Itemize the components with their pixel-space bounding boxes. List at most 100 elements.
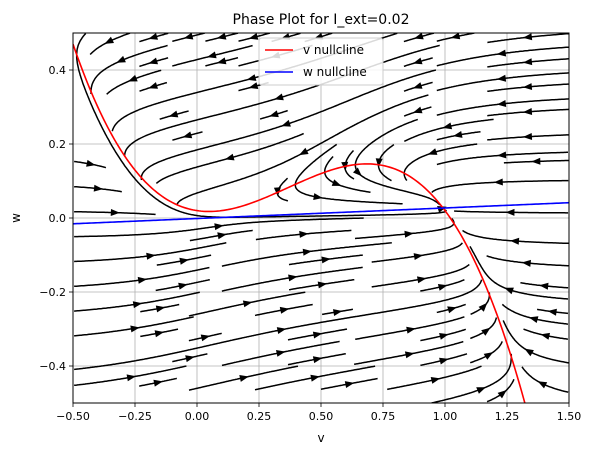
streamline-arrow (299, 147, 309, 156)
streamline-arrow (154, 330, 165, 338)
streamline-arrow (375, 158, 383, 168)
streamline-arrow (344, 381, 355, 388)
streamline-arrow (442, 122, 453, 130)
x-tick-label: 1.25 (495, 410, 520, 423)
w-nullcline-line (73, 201, 569, 225)
streamline-arrow (437, 284, 448, 291)
streamline-arrow (417, 276, 427, 284)
streamline-arrow (430, 377, 441, 384)
streamline-arrow (413, 253, 424, 260)
streamline-arrow (453, 131, 463, 138)
streamline-arrow (224, 153, 235, 161)
legend: v nullcline w nullcline (258, 37, 384, 86)
streamline-arrow (312, 356, 323, 364)
streamline-arrow (522, 133, 533, 140)
streamline-arrow (126, 374, 136, 382)
streamline-arrow (496, 49, 507, 57)
streamline-arrow (510, 237, 520, 245)
streamline-arrow (276, 350, 286, 357)
x-tick-label: −0.25 (118, 410, 152, 423)
streamline-arrow (299, 230, 309, 238)
streamline-arrow (331, 179, 342, 186)
streamline-arrow (128, 74, 138, 82)
legend-label-w-nullcline: w nullcline (303, 65, 367, 79)
streamline-arrow (478, 302, 488, 312)
x-tick-label: 0.75 (371, 410, 396, 423)
streamline-arrow (497, 390, 507, 399)
streamline-arrow (522, 58, 533, 66)
streamline-arrow (493, 178, 503, 186)
streamline-arrow (522, 108, 533, 115)
streamline-arrow (274, 93, 284, 101)
streamline-arrow (505, 208, 515, 216)
streamline-arrow (137, 276, 148, 284)
streamline-arrow (288, 274, 298, 282)
y-tick-label: −0.4 (39, 360, 66, 373)
streamline-arrow (110, 209, 120, 216)
x-axis-label: v (317, 431, 324, 445)
streamline-arrow (412, 82, 423, 89)
streamline-arrow (522, 33, 533, 41)
streamline-arrow (86, 159, 96, 167)
streamline-arrow (537, 381, 548, 389)
streamline-arrow (281, 119, 291, 127)
streamline-arrow (130, 325, 140, 333)
streamline-arrow (439, 357, 449, 365)
streamline-arrow (248, 33, 259, 40)
streamline-arrow (528, 316, 539, 323)
streamline-arrow (483, 352, 494, 360)
streamline-arrow (547, 308, 557, 316)
streamline-arrow (414, 33, 424, 40)
streamline-arrow (353, 167, 362, 177)
streamline-arrow (93, 184, 103, 192)
streamline-arrow (321, 256, 331, 264)
streamline-arrow (310, 374, 320, 382)
streamline-arrow (333, 309, 343, 316)
streamline-arrow (450, 33, 461, 40)
streamline-arrow (317, 281, 328, 289)
streamline-arrow (239, 375, 249, 382)
streamline-arrow (269, 110, 279, 118)
streamline-arrow (200, 334, 211, 342)
streamline-arrow (116, 55, 126, 63)
streamline-arrow (148, 33, 158, 40)
streamline-arrow (217, 232, 227, 240)
streamline-arrow (481, 327, 491, 336)
streamline-arrow (216, 57, 227, 65)
streamline-arrow (248, 82, 259, 89)
streamline-arrow (412, 57, 423, 65)
streamline-arrow (427, 148, 438, 155)
y-tick-label: 0.4 (49, 64, 67, 77)
streamline-arrow (153, 379, 163, 387)
y-axis-ticks: −0.4 −0.2 0.0 0.2 0.4 (39, 64, 73, 373)
y-axis-label: w (9, 213, 23, 223)
streamline-arrow (168, 110, 179, 118)
y-tick-label: −0.2 (39, 286, 66, 299)
streamline-arrow (539, 282, 549, 290)
streamline-arrow (155, 305, 166, 313)
streamline-arrow (540, 332, 550, 340)
streamline-arrow (148, 57, 158, 65)
nullclines (73, 43, 569, 403)
streamline-arrow (207, 51, 217, 59)
streamline-arrow (522, 83, 533, 90)
x-tick-label: 1.00 (433, 410, 458, 423)
streamline-arrow (496, 74, 507, 82)
streamline-arrow (404, 351, 415, 359)
x-tick-label: 1.50 (557, 410, 582, 423)
streamline-arrow (313, 193, 323, 200)
streamline-arrow (182, 131, 193, 139)
streamline-arrow (185, 355, 195, 363)
streamline-arrow (497, 151, 507, 159)
legend-label-v-nullcline: v nullcline (303, 43, 364, 57)
streamline-arrow (104, 36, 114, 44)
x-tick-label: 0.50 (309, 410, 334, 423)
streamline-arrow (132, 301, 143, 309)
v-nullcline-line (73, 43, 526, 403)
x-axis-ticks: −0.50 −0.25 0.00 0.25 0.50 0.75 1.00 1.25 1.50 (56, 403, 581, 423)
streamline-arrow (276, 327, 287, 334)
streamline-arrow (531, 157, 541, 165)
streamline-arrow (521, 259, 531, 267)
streamline-arrow (412, 106, 423, 114)
